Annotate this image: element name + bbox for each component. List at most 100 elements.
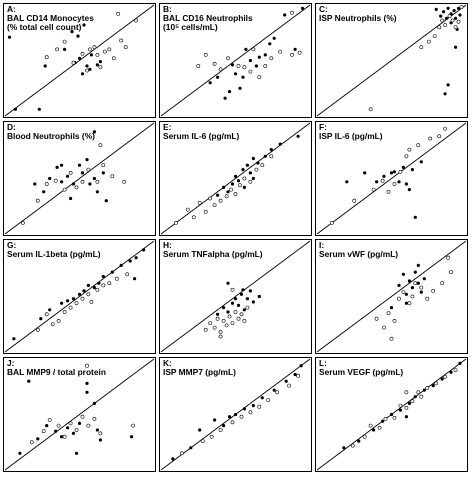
filled-data-point [404,415,408,419]
identity-line [316,4,467,117]
plot-frame [315,121,468,236]
open-data-point [278,49,283,54]
open-data-point [450,18,455,23]
filled-data-point [268,42,272,46]
filled-data-point [407,279,411,283]
filled-data-point [92,286,96,290]
open-data-point [111,56,116,61]
open-data-point [443,374,448,379]
filled-data-point [256,161,260,165]
open-data-point [47,418,52,422]
plot-frame [159,3,312,118]
open-data-point [114,276,119,281]
filled-data-point [389,306,394,310]
filled-data-point [293,372,297,377]
plot-frame [3,239,156,354]
open-data-point [443,23,448,27]
filled-data-point [389,412,394,417]
filled-data-point [413,395,417,399]
open-data-point [392,415,397,420]
scatter-panel-k: K: ISP MMP7 (pg/mL) [159,357,312,472]
filled-data-point [88,67,92,71]
open-data-point [209,434,214,439]
open-data-point [447,14,452,19]
filled-data-point [248,289,252,293]
filled-data-point [198,428,202,432]
open-data-point [437,25,442,30]
panel-letter: A: [7,4,16,14]
filled-data-point [85,158,89,162]
filled-data-point [392,170,397,174]
filled-data-point [80,171,85,175]
filled-data-point [55,165,59,169]
open-data-point [224,194,229,199]
identity-line [160,240,311,353]
open-data-point [71,60,76,65]
open-data-point [382,325,386,330]
filled-data-point [382,174,386,178]
filled-data-point [269,148,273,152]
plot-frame [3,357,156,472]
open-data-point [245,305,250,310]
open-data-point [29,440,34,445]
open-data-point [263,64,268,68]
open-data-point [233,192,238,196]
filled-data-point [80,72,85,76]
filled-data-point [458,13,462,17]
filled-data-point [443,92,447,96]
panel-title: L: Serum VEGF (pg/mL) [319,358,403,377]
open-data-point [362,434,367,439]
open-data-point [257,75,262,80]
open-data-point [242,319,247,323]
open-data-point [239,312,244,317]
open-data-point [428,136,433,141]
open-data-point [191,215,196,220]
open-data-point [350,443,355,448]
filled-data-point [77,56,82,60]
open-data-point [80,179,85,184]
filled-data-point [257,55,261,59]
filled-data-point [236,303,241,307]
filled-data-point [342,446,346,450]
filled-data-point [98,60,102,64]
open-data-point [233,310,238,314]
open-data-point [401,290,406,295]
open-data-point [443,126,448,131]
open-data-point [89,300,94,304]
filled-data-point [251,300,255,304]
filled-data-point [407,188,411,192]
open-data-point [212,203,217,208]
open-data-point [62,187,67,192]
filled-data-point [401,272,405,276]
plot-frame [3,121,156,236]
open-data-point [251,47,256,52]
open-data-point [404,390,409,395]
filled-data-point [222,306,226,310]
open-data-point [74,301,79,306]
filled-data-point [13,107,17,111]
open-data-point [44,182,49,186]
scatter-plot [159,3,312,118]
filled-data-point [372,428,376,432]
panel-title: C: ISP Neutrophils (%) [319,4,397,23]
open-data-point [20,221,25,225]
scatter-panel-i: I: Serum vWF (pg/mL) [315,239,468,354]
filled-data-point [130,435,134,439]
filled-data-point [263,154,267,158]
open-data-point [68,421,73,426]
open-data-point [102,49,107,54]
open-data-point [453,25,458,30]
filled-data-point [95,190,99,194]
open-data-point [410,399,415,404]
open-data-point [131,423,136,428]
panel-title: H: Serum TNFalpha (pg/mL) [163,240,263,259]
panel-letter: B: [163,4,172,14]
filled-data-point [216,312,220,316]
open-data-point [62,310,67,314]
open-data-point [173,221,178,225]
filled-data-point [42,190,46,194]
filled-data-point [242,185,246,189]
filled-data-point [452,9,456,13]
panel-title: E: Serum IL-6 (pg/mL) [163,122,239,141]
open-data-point [377,425,382,430]
